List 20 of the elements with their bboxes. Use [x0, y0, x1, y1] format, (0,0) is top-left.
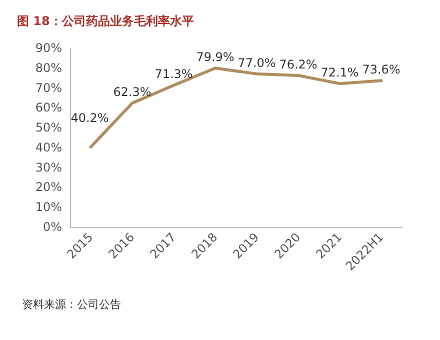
data-label: 71.3% — [154, 67, 193, 82]
y-tick-label: 80% — [35, 60, 62, 75]
y-tick-label: 60% — [35, 100, 62, 115]
y-tick-label: 70% — [35, 80, 62, 95]
data-label: 62.3% — [113, 85, 152, 100]
data-label: 72.1% — [320, 66, 359, 80]
data-label: 79.9% — [196, 50, 234, 64]
y-tick-label: 10% — [35, 200, 62, 214]
y-tick-label: 50% — [35, 120, 62, 135]
y-tick-label: 40% — [35, 140, 62, 154]
data-label: 73.6% — [362, 62, 400, 77]
y-tick-label: 30% — [35, 160, 62, 174]
y-tick-label: 90% — [35, 41, 62, 55]
y-tick-label: 0% — [42, 220, 62, 234]
data-label: 40.2% — [70, 111, 109, 126]
data-label: 77.0% — [238, 56, 276, 70]
data-label: 76.2% — [279, 57, 318, 72]
chart-title: 图 18：公司药品业务毛利率水平 — [17, 14, 194, 28]
y-tick-label: 20% — [35, 180, 62, 194]
text: 资料来源：公司公告 — [22, 298, 121, 311]
